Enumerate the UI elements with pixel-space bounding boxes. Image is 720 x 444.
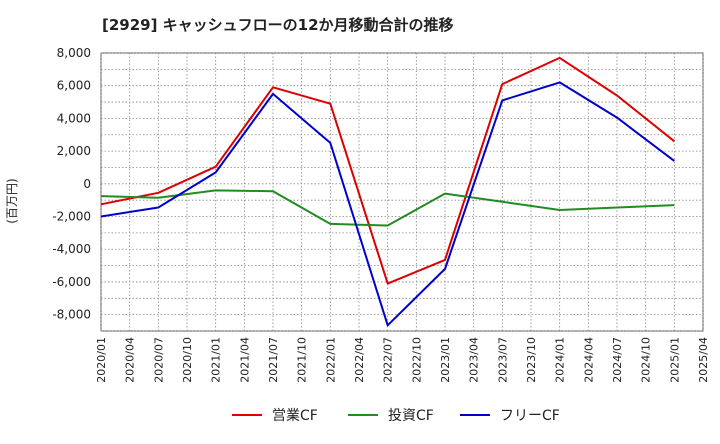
- x-tick-label: 2025/04: [697, 337, 710, 383]
- legend-label: 営業CF: [272, 408, 318, 424]
- y-tick-label: 8,000: [57, 46, 91, 60]
- y-tick-label: -8,000: [52, 308, 91, 322]
- x-tick-label: 2024/07: [611, 337, 624, 383]
- series-line: [100, 189, 675, 227]
- x-tick-label: 2022/07: [382, 337, 395, 383]
- plot-frame: [100, 52, 704, 332]
- series-line: [100, 56, 675, 285]
- x-tick-label: 2024/10: [640, 337, 653, 383]
- x-tick-label: 2020/07: [152, 337, 165, 383]
- legend: 営業CF 投資CF フリーCF: [232, 408, 560, 424]
- y-tick-label: 4,000: [57, 111, 91, 125]
- y-tick-label: -4,000: [52, 242, 91, 256]
- x-tick-label: 2020/01: [95, 337, 108, 383]
- x-tick-label: 2021/10: [296, 337, 309, 383]
- y-axis-label: (百万円): [5, 178, 19, 223]
- x-tick-label: 2021/01: [210, 337, 223, 383]
- x-tick-label: 2023/04: [468, 337, 481, 383]
- x-tick-label: 2020/04: [124, 337, 137, 383]
- x-tick-label: 2025/01: [668, 337, 681, 383]
- series-line: [100, 81, 675, 327]
- x-tick-label: 2022/04: [353, 337, 366, 383]
- y-tick-label: -2,000: [52, 210, 91, 224]
- x-tick-label: 2022/01: [324, 337, 337, 383]
- x-tick-label: 2021/07: [267, 337, 280, 383]
- legend-label: 投資CF: [388, 408, 434, 424]
- x-tick-label: 2024/01: [554, 337, 567, 383]
- x-tick-label: 2023/07: [496, 337, 509, 383]
- y-tick-label: 0: [83, 177, 91, 191]
- y-tick-label: 6,000: [57, 79, 91, 93]
- y-tick-label: -6,000: [52, 275, 91, 289]
- x-tick-label: 2022/10: [410, 337, 423, 383]
- legend-label: フリーCF: [500, 408, 560, 424]
- plot-area: 8,000 6,000 4,000 2,000 0 -2,000 -4,000 -6,000 -…: [52, 46, 710, 383]
- x-tick-label: 2023/10: [525, 337, 538, 383]
- x-tick-label: 2023/01: [439, 337, 452, 383]
- x-tick-label: 2020/10: [181, 337, 194, 383]
- y-tick-label: 2,000: [57, 144, 91, 158]
- chart-title: [2929] キャッシュフローの12か月移動合計の推移: [102, 16, 454, 34]
- x-tick-label: 2024/04: [582, 337, 595, 383]
- x-tick-label: 2021/04: [238, 337, 251, 383]
